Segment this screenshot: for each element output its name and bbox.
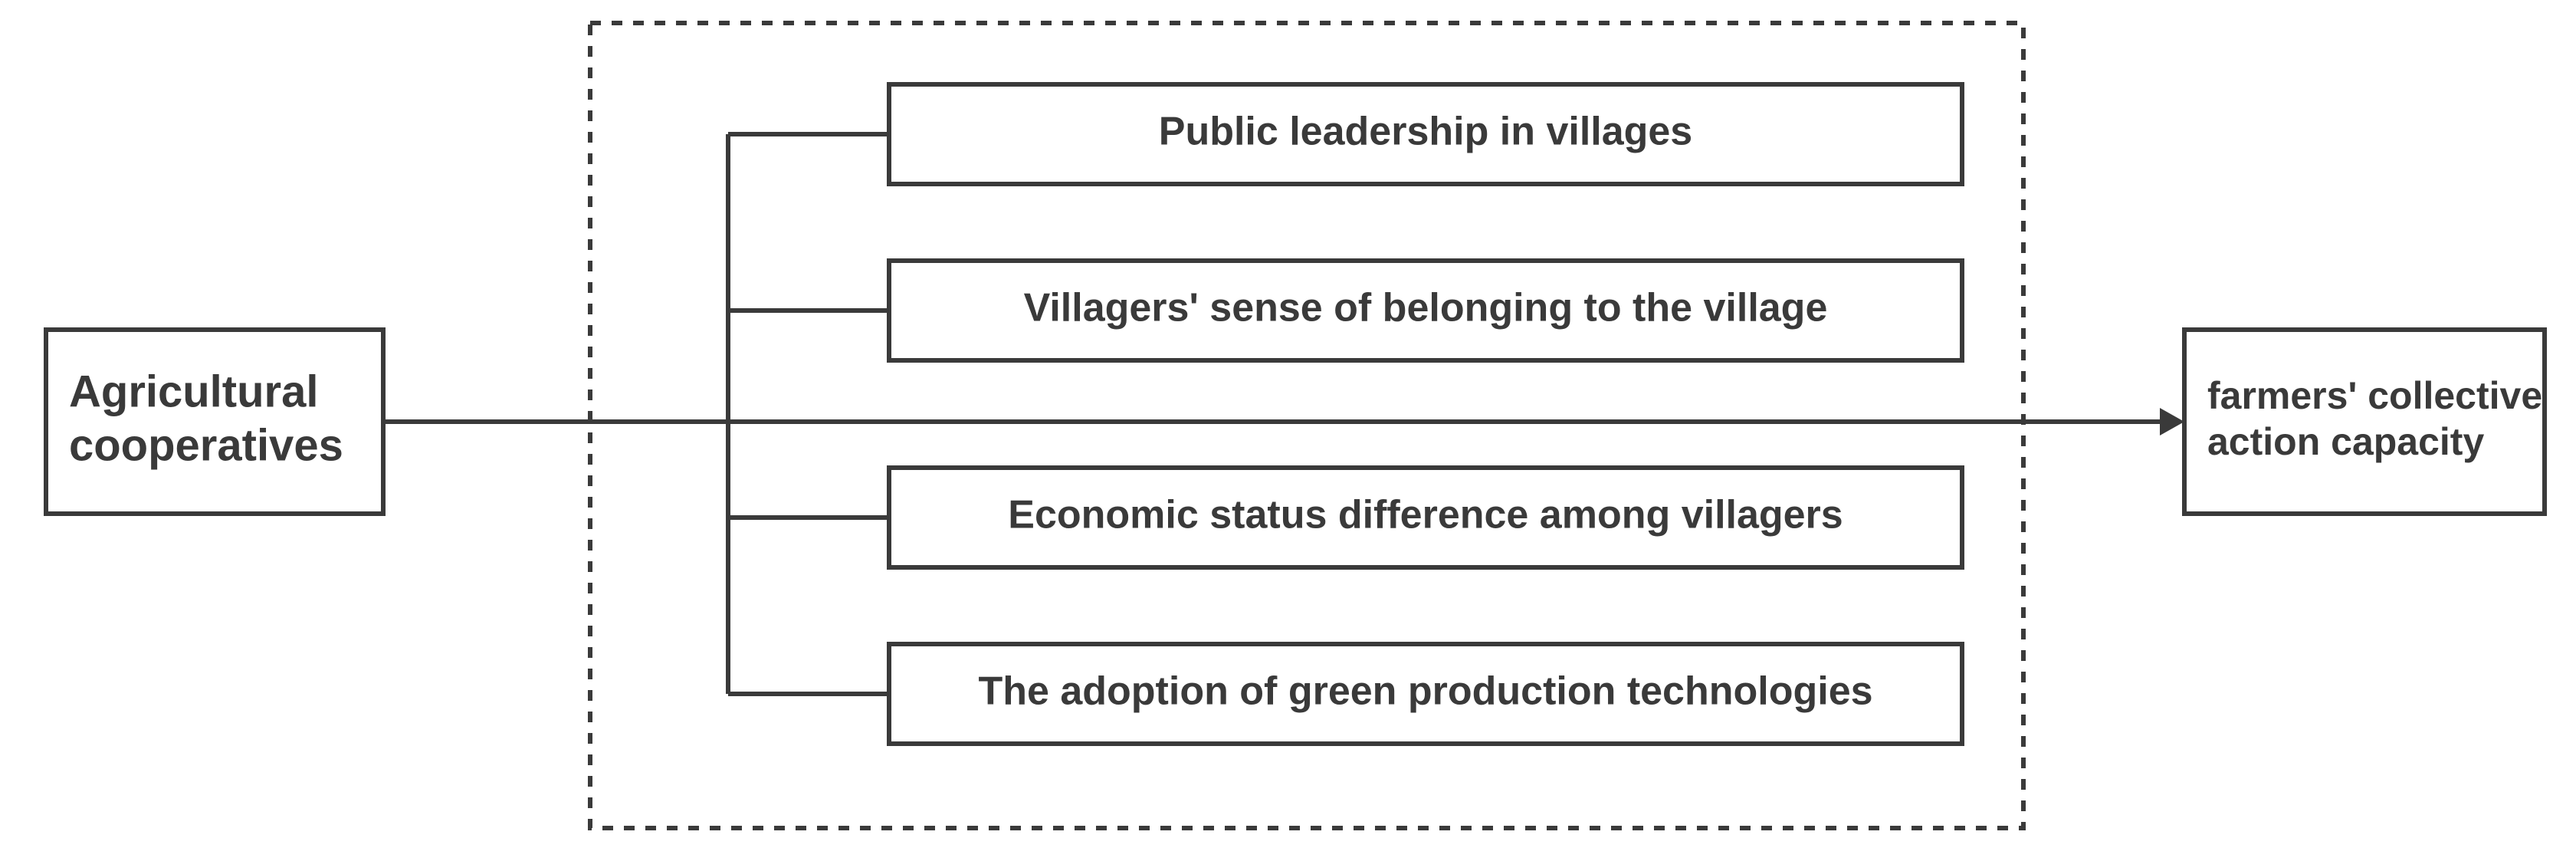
svg-text:action capacity: action capacity [2207, 420, 2484, 463]
right-box: farmers' collectiveaction capacity [2184, 330, 2545, 514]
mediator-label-0: Public leadership in villages [1159, 110, 1692, 154]
mediator-box-1: Villagers' sense of belonging to the vil… [889, 261, 1962, 360]
main-arrow-head [2160, 408, 2184, 436]
svg-text:farmers' collective: farmers' collective [2207, 374, 2542, 417]
left-box: Agriculturalcooperatives [46, 330, 383, 514]
svg-text:cooperatives: cooperatives [69, 420, 343, 470]
mediator-box-3: The adoption of green production technol… [889, 644, 1962, 744]
mediator-label-3: The adoption of green production technol… [978, 669, 1872, 714]
svg-text:Agricultural: Agricultural [69, 366, 319, 416]
mediator-label-2: Economic status difference among village… [1008, 493, 1843, 537]
mediator-label-1: Villagers' sense of belonging to the vil… [1024, 286, 1828, 330]
mediator-box-2: Economic status difference among village… [889, 468, 1962, 567]
mediator-box-0: Public leadership in villages [889, 84, 1962, 184]
